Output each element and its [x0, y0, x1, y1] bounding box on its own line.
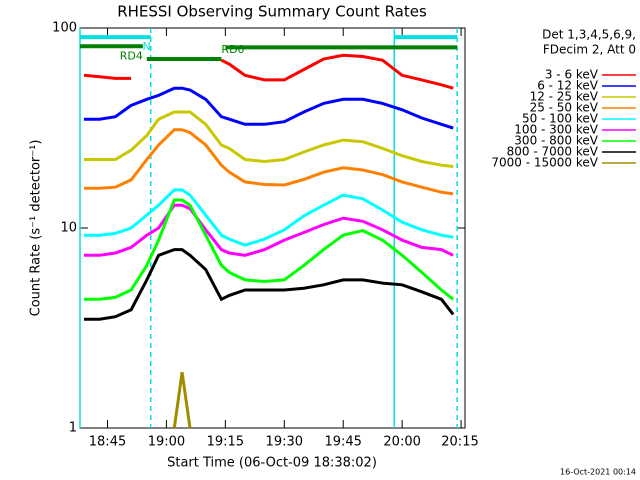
chart-title: RHESSI Observing Summary Count Rates: [117, 3, 427, 21]
series-line: [83, 53, 454, 90]
x-tick-label: 19:00: [148, 435, 185, 450]
legend-label: 300 - 800 keV: [514, 134, 598, 148]
legend-label: 25 - 50 keV: [530, 101, 599, 115]
series-line: [83, 86, 454, 130]
series-line: [83, 128, 454, 196]
footer: 16-Oct-2021 00:14: [560, 468, 636, 477]
x-tick-label: 19:15: [207, 435, 244, 450]
series-line: [83, 110, 454, 168]
x-tick-label: 19:45: [324, 435, 361, 450]
legend-label: 50 - 100 keV: [522, 112, 599, 126]
x-tick-label: 20:00: [383, 435, 420, 450]
x-tick-label: 18:45: [89, 435, 126, 450]
series-line: [172, 371, 192, 429]
series-line: [83, 248, 455, 321]
x-axis-label: Start Time (06-Oct-09 18:38:02): [167, 456, 377, 471]
legend-label: 6 - 12 keV: [537, 79, 599, 93]
flag-label: RD0: [221, 43, 244, 56]
legend-header: FDecim 2, Att 0: [543, 43, 636, 57]
series-line: [83, 188, 454, 247]
legend-label: 100 - 300 keV: [514, 123, 598, 137]
y-tick-label: 1: [69, 421, 77, 436]
legend-label: 3 - 6 keV: [545, 68, 599, 82]
legend-label: 7000 - 15000 keV: [491, 156, 598, 170]
series-line: [83, 198, 455, 301]
legend-label: 800 - 7000 keV: [507, 145, 599, 159]
x-tick-label: 19:30: [266, 435, 303, 450]
series-line: [83, 203, 454, 257]
flag-label: RD4: [120, 49, 143, 62]
y-tick-label: 100: [52, 21, 77, 36]
y-axis-label: Count Rate (s⁻¹ detector⁻¹): [29, 140, 44, 317]
y-tick-label: 10: [60, 221, 77, 236]
legend-label: 12 - 25 keV: [530, 90, 599, 104]
flag-label: N: [142, 40, 150, 53]
x-tick-label: 20:15: [441, 435, 478, 450]
legend-header: Det 1,3,4,5,6,9,: [542, 28, 636, 42]
plot-frame: [79, 27, 466, 429]
